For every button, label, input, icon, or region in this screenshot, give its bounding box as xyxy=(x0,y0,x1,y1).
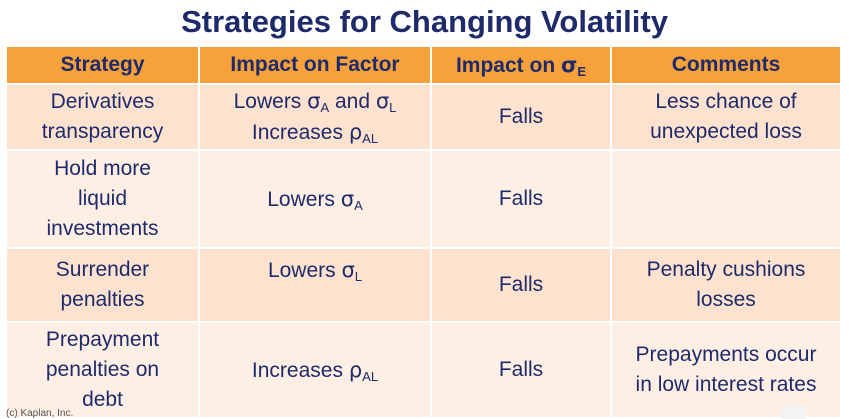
impact-factor-cell: Lowers σA xyxy=(198,149,432,249)
table-row: Derivatives transparency Lowers σA and σ… xyxy=(5,83,842,151)
impact-factor-cell: Lowers σA and σL Increases ρAL xyxy=(198,83,432,151)
header-comments: Comments xyxy=(610,45,842,85)
sigma-symbol: σ xyxy=(340,186,355,211)
table-row: Prepayment penalties on debt Increases ρ… xyxy=(5,321,842,419)
subscript: AL xyxy=(362,368,379,384)
rho-symbol: ρ xyxy=(348,357,363,382)
comments-cell: Less chance of unexpected loss xyxy=(610,83,842,151)
impact-factor-cell: Lowers σL xyxy=(198,247,432,323)
sigma-symbol: σ xyxy=(307,89,321,113)
comment-line: Prepayments occur xyxy=(635,343,817,366)
impact-e-cell: Falls xyxy=(430,321,612,419)
strategy-line: Prepayment xyxy=(45,328,160,351)
table-row: Hold more liquid investments Lowers σA F… xyxy=(5,149,842,249)
comments-cell xyxy=(610,149,842,249)
impact-factor-prefix: Lowers xyxy=(267,259,342,282)
comment-line: unexpected loss xyxy=(650,120,802,143)
header-impact-e-prefix: Impact on xyxy=(455,53,561,77)
strategy-cell: Derivatives transparency xyxy=(5,83,200,151)
strategy-line: penalties xyxy=(60,288,145,311)
impact-factor-prefix: Lowers xyxy=(233,90,308,113)
conjunction: and xyxy=(329,90,376,113)
impact-factor-prefix: Lowers xyxy=(267,187,341,211)
subscript: AL xyxy=(362,131,379,146)
header-impact-e-subscript: E xyxy=(577,63,587,79)
subscript: A xyxy=(320,100,330,115)
rho-symbol: ρ xyxy=(348,120,363,144)
impact-factor-line: Increases ρAL xyxy=(204,117,426,148)
corner-block xyxy=(782,406,806,419)
strategy-line: debt xyxy=(82,388,123,411)
strategy-cell: Hold more liquid investments xyxy=(5,149,200,249)
impact-e-cell: Falls xyxy=(430,83,612,151)
header-impact-on-sigma-e: Impact on σE xyxy=(430,45,612,85)
subscript: A xyxy=(354,197,363,213)
comments-cell: Penalty cushions losses xyxy=(610,247,842,323)
comment-line: Penalty cushions xyxy=(646,258,806,281)
strategy-line: liquid xyxy=(77,187,128,210)
copyright-footer: (c) Kaplan, Inc. xyxy=(6,408,74,419)
strategy-cell: Surrender penalties xyxy=(5,247,200,323)
table-row: Surrender penalties Lowers σL Falls Pena… xyxy=(5,247,842,323)
impact-factor-prefix: Increases xyxy=(251,358,349,382)
strategy-line: investments xyxy=(46,217,159,240)
header-strategy: Strategy xyxy=(5,45,200,85)
subscript: L xyxy=(389,100,397,115)
comment-line: losses xyxy=(696,288,756,311)
strategy-line: Surrender xyxy=(55,258,150,281)
header-impact-on-factor: Impact on Factor xyxy=(198,45,432,85)
subscript: L xyxy=(354,269,363,284)
strategy-cell: Prepayment penalties on debt xyxy=(5,321,200,419)
impact-factor-prefix: Increases xyxy=(251,121,349,144)
impact-factor-cell: Increases ρAL xyxy=(198,321,432,419)
comment-line: Less chance of xyxy=(655,90,797,113)
sigma-symbol: σ xyxy=(341,258,355,282)
strategy-line: penalties on xyxy=(45,358,160,381)
impact-e-cell: Falls xyxy=(430,247,612,323)
sigma-symbol: σ xyxy=(375,89,390,113)
impact-e-cell: Falls xyxy=(430,149,612,249)
impact-factor-line: Lowers σA and σL xyxy=(204,86,426,117)
header-impact-e-symbol: σ xyxy=(560,52,578,77)
page-title: Strategies for Changing Volatility xyxy=(181,4,668,39)
strategy-line: transparency xyxy=(41,120,164,143)
comments-cell: Prepayments occur in low interest rates xyxy=(610,321,842,419)
strategies-table: Strategy Impact on Factor Impact on σE C… xyxy=(5,45,842,419)
strategy-line: Hold more xyxy=(54,157,151,180)
strategy-line: Derivatives xyxy=(50,90,155,113)
table-header-row: Strategy Impact on Factor Impact on σE C… xyxy=(5,45,842,85)
comment-line: in low interest rates xyxy=(635,373,817,396)
